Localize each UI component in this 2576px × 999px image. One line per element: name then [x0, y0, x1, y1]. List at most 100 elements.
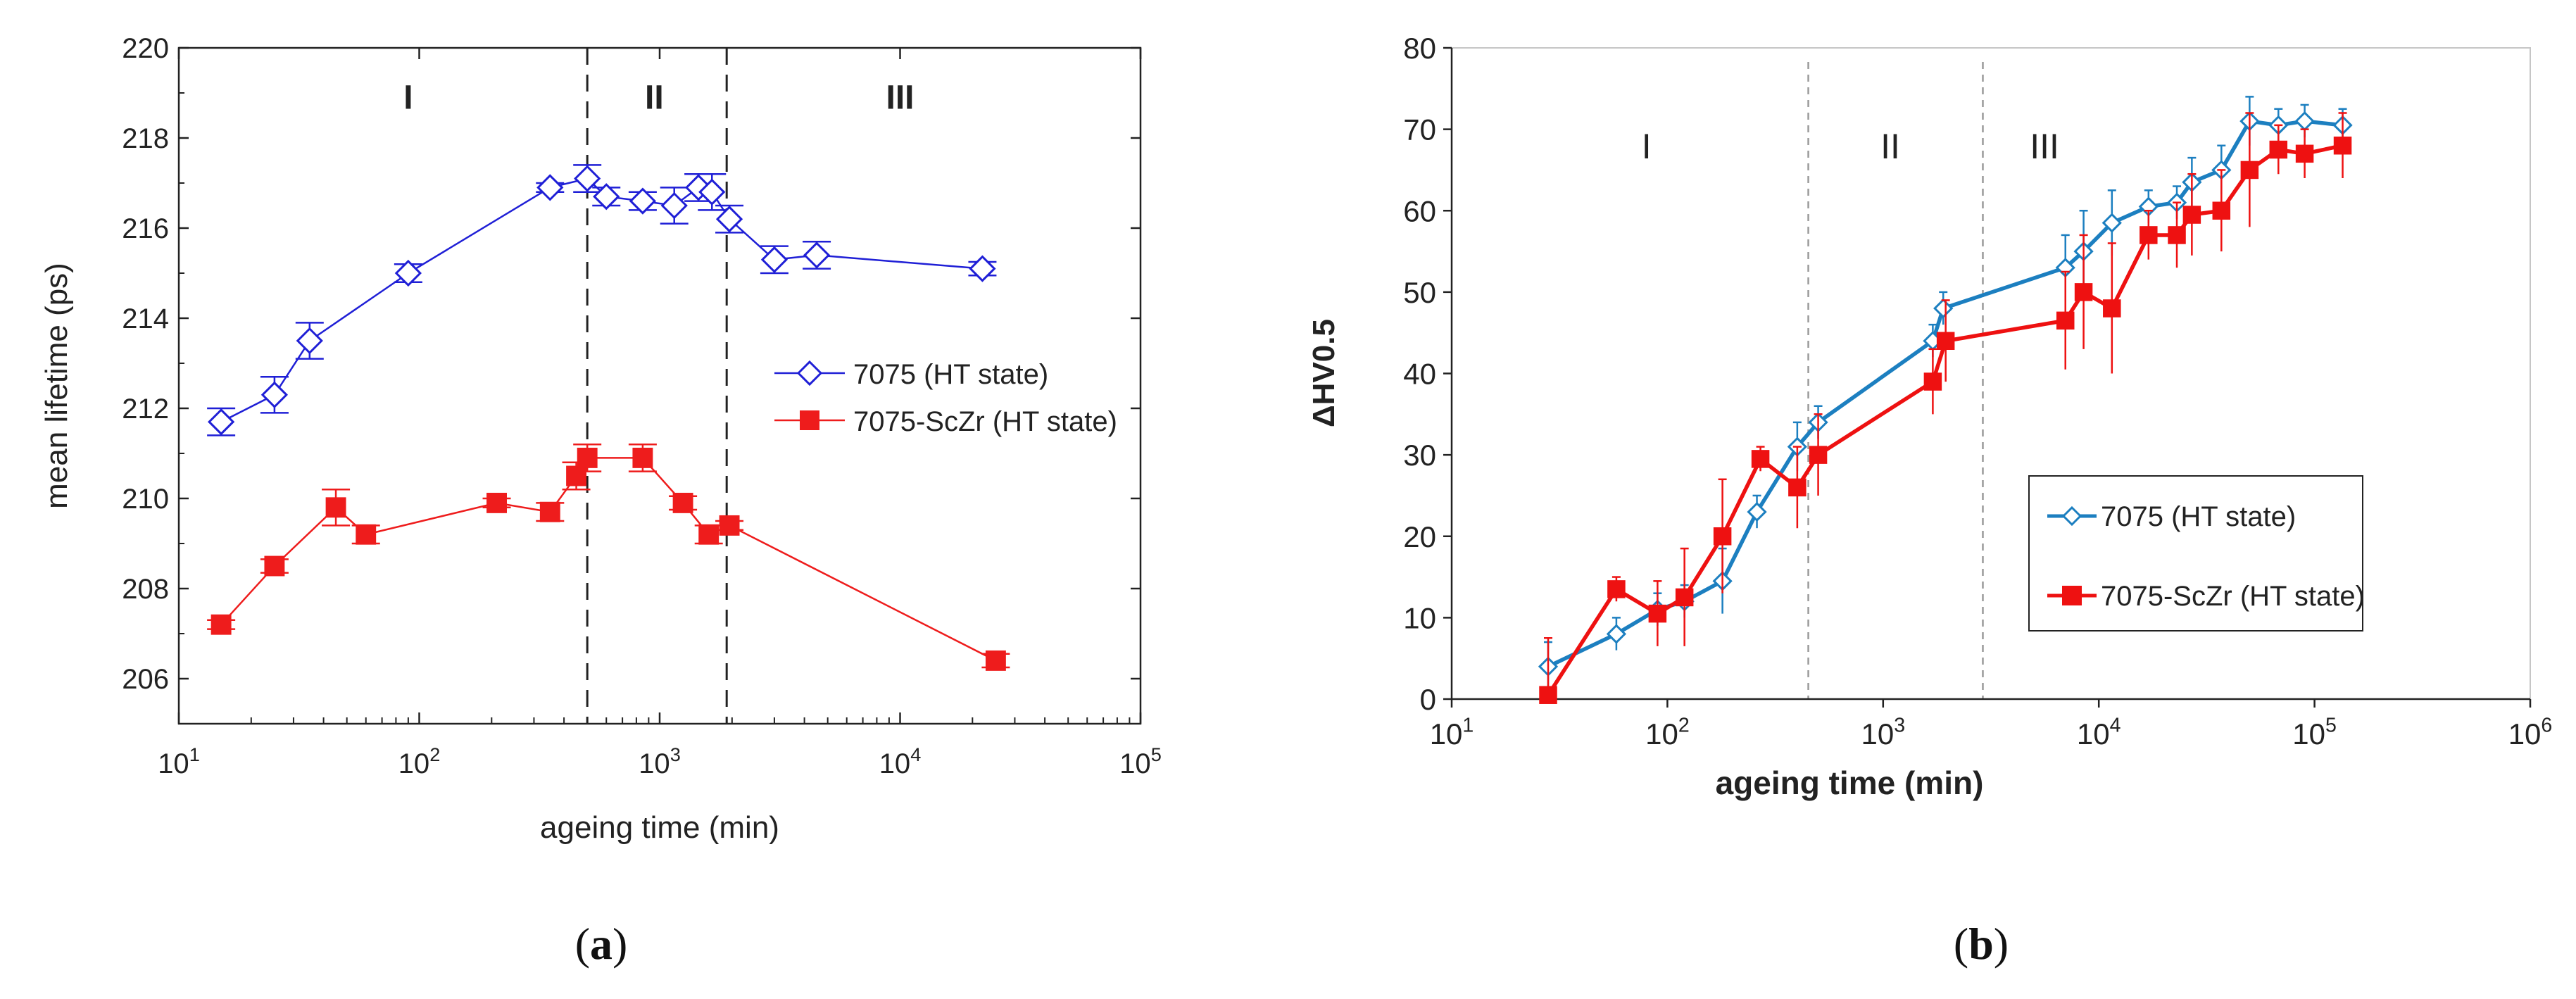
chart-a-region-label-III: III — [886, 79, 914, 116]
chart-b-data-point — [2103, 299, 2121, 318]
chart-b-data-point — [1607, 580, 1626, 598]
legend-b-item-7075: 7075 (HT state) — [2047, 501, 2296, 532]
chart-b-x-tick-label-3: 104 — [2077, 714, 2121, 750]
chart-b-x-axis-label: ageing time (min) — [1716, 765, 1984, 801]
chart-a-data-point — [985, 650, 1006, 671]
chart-b-region-label-II: II — [1880, 127, 1900, 166]
chart-b-data-point — [1936, 332, 1955, 350]
chart-a-data-point — [629, 187, 657, 215]
chart-a-y-tick-label-0: 206 — [122, 664, 169, 695]
chart-a-data-point — [356, 524, 377, 545]
chart-a-data-point — [660, 191, 688, 220]
chart-b-data-point — [2240, 161, 2259, 180]
chart-a-y-tick-label-1: 208 — [122, 574, 169, 605]
chart-b-x-tick-label-0: 101 — [1430, 714, 1474, 750]
chart-b-data-point — [2269, 140, 2288, 159]
chart-b-data-point — [2140, 226, 2158, 244]
chart-a-data-point — [566, 465, 587, 486]
chart-b-y-axis-label: ΔHV0.5 — [1307, 319, 1341, 427]
chart-b-data-point — [2101, 213, 2122, 233]
chart-a-data-point — [325, 497, 346, 518]
chart-b-y-tick-label-7: 70 — [1403, 113, 1436, 146]
panel-a-caption: (a) — [575, 919, 628, 969]
chart-a-x-tick-label-4: 105 — [1119, 743, 1162, 779]
chart-a-x-tick-label-0: 101 — [158, 743, 200, 779]
chart-a-data-point — [803, 241, 831, 269]
legend-b-diamond-marker — [2061, 505, 2082, 527]
chart-b-data-point — [1747, 501, 1767, 522]
chart-a-x-axis-label: ageing time (min) — [540, 810, 779, 845]
chart-b-data-point — [1713, 527, 1732, 546]
chart-b-data-point — [2168, 226, 2186, 244]
chart-a-data-point — [969, 255, 996, 282]
chart-a-data-point — [574, 165, 601, 192]
chart-b-data-point — [2295, 144, 2314, 163]
legend-b-item-7075-sczr: 7075-ScZr (HT state) — [2047, 581, 2365, 612]
chart-b-y-tick-label-2: 20 — [1403, 520, 1436, 553]
chart-b-data-point — [1788, 478, 1807, 497]
chart-a-data-point — [577, 447, 598, 468]
chart-b-data-point — [1751, 450, 1770, 468]
chart-a-data-point — [536, 174, 564, 201]
chart-a-data-point — [593, 183, 620, 211]
chart-a-data-point — [260, 381, 289, 408]
chart-b-x-tick-label-2: 103 — [1861, 714, 1905, 750]
legend-a-diamond-marker — [796, 360, 823, 387]
legend-b-label-7075: 7075 (HT state) — [2101, 501, 2296, 532]
chart-b-region-label-I: I — [1642, 127, 1652, 166]
chart-a-y-axis-label: mean lifetime (ps) — [39, 263, 74, 509]
chart-a-legend: 7075 (HT state) 7075-ScZr (HT state) — [774, 359, 1117, 437]
chart-b-y-tick-label-8: 80 — [1403, 32, 1436, 65]
chart-b-x-tick-label-4: 105 — [2292, 714, 2337, 750]
chart-b-y-tick-label-3: 30 — [1403, 439, 1436, 472]
chart-b-data-point — [1539, 686, 1557, 704]
chart-a-data-point — [208, 408, 235, 436]
chart-a-data-point — [719, 515, 740, 536]
chart-b-data-point — [2182, 206, 2201, 224]
chart-b-data-point — [1675, 588, 1694, 607]
chart-a-data-point — [539, 501, 560, 522]
chart-a-y-tick-label-6: 218 — [122, 123, 169, 154]
chart-b-data-point — [1648, 604, 1667, 623]
chart-a-data-point — [296, 327, 323, 355]
chart-a-y-tick-label-5: 216 — [122, 213, 169, 244]
chart-a-region-label-I: I — [403, 79, 413, 116]
chart-b-data-point — [1809, 446, 1828, 464]
chart-a-y-tick-label-7: 220 — [122, 33, 169, 64]
chart-a-data-point — [211, 614, 232, 635]
chart-a-y-tick-label-2: 210 — [122, 484, 169, 515]
chart-b-region-label-III: III — [2030, 127, 2059, 166]
chart-a-data-point — [264, 555, 285, 577]
chart-b-legend: 7075 (HT state) 7075-ScZr (HT state) — [2028, 475, 2365, 632]
chart-a-x-tick-label-1: 102 — [398, 743, 441, 779]
chart-b-y-tick-label-1: 10 — [1403, 601, 1436, 634]
chart-a-data-point — [760, 246, 788, 273]
legend-a-label-7075-sczr: 7075-ScZr (HT state) — [853, 406, 1117, 437]
chart-a-region-label-II: II — [645, 79, 664, 116]
chart-a-data-point — [486, 492, 507, 513]
chart-a-data-point — [698, 178, 726, 206]
legend-b-square-marker — [2062, 586, 2082, 605]
legend-b-label-7075-sczr: 7075-ScZr (HT state) — [2101, 581, 2365, 612]
chart-a-y-tick-label-4: 214 — [122, 303, 169, 334]
chart-a-x-tick-label-2: 103 — [639, 743, 681, 779]
chart-b-y-tick-label-4: 40 — [1403, 358, 1436, 391]
chart-a-data-point — [698, 524, 720, 545]
chart-a-x-tick-label-3: 104 — [879, 743, 922, 779]
chart-b-data-point — [2212, 201, 2231, 220]
chart-b-data-point — [2056, 311, 2075, 330]
chart-b-data-point — [2333, 137, 2352, 155]
chart-a-data-point — [632, 447, 653, 468]
legend-a-label-7075: 7075 (HT state) — [853, 359, 1048, 390]
chart-b-data-point — [1606, 624, 1627, 644]
chart-b-data-point — [1933, 298, 1954, 319]
chart-b-y-tick-label-0: 0 — [1420, 683, 1436, 716]
panel-b-caption: (b) — [1954, 919, 2009, 969]
chart-a-y-tick-label-3: 212 — [122, 394, 169, 425]
legend-a-item-7075-sczr: 7075-ScZr (HT state) — [774, 406, 1117, 437]
chart-b-x-tick-label-5: 106 — [2508, 714, 2553, 750]
legend-a-item-7075: 7075 (HT state) — [774, 359, 1048, 390]
